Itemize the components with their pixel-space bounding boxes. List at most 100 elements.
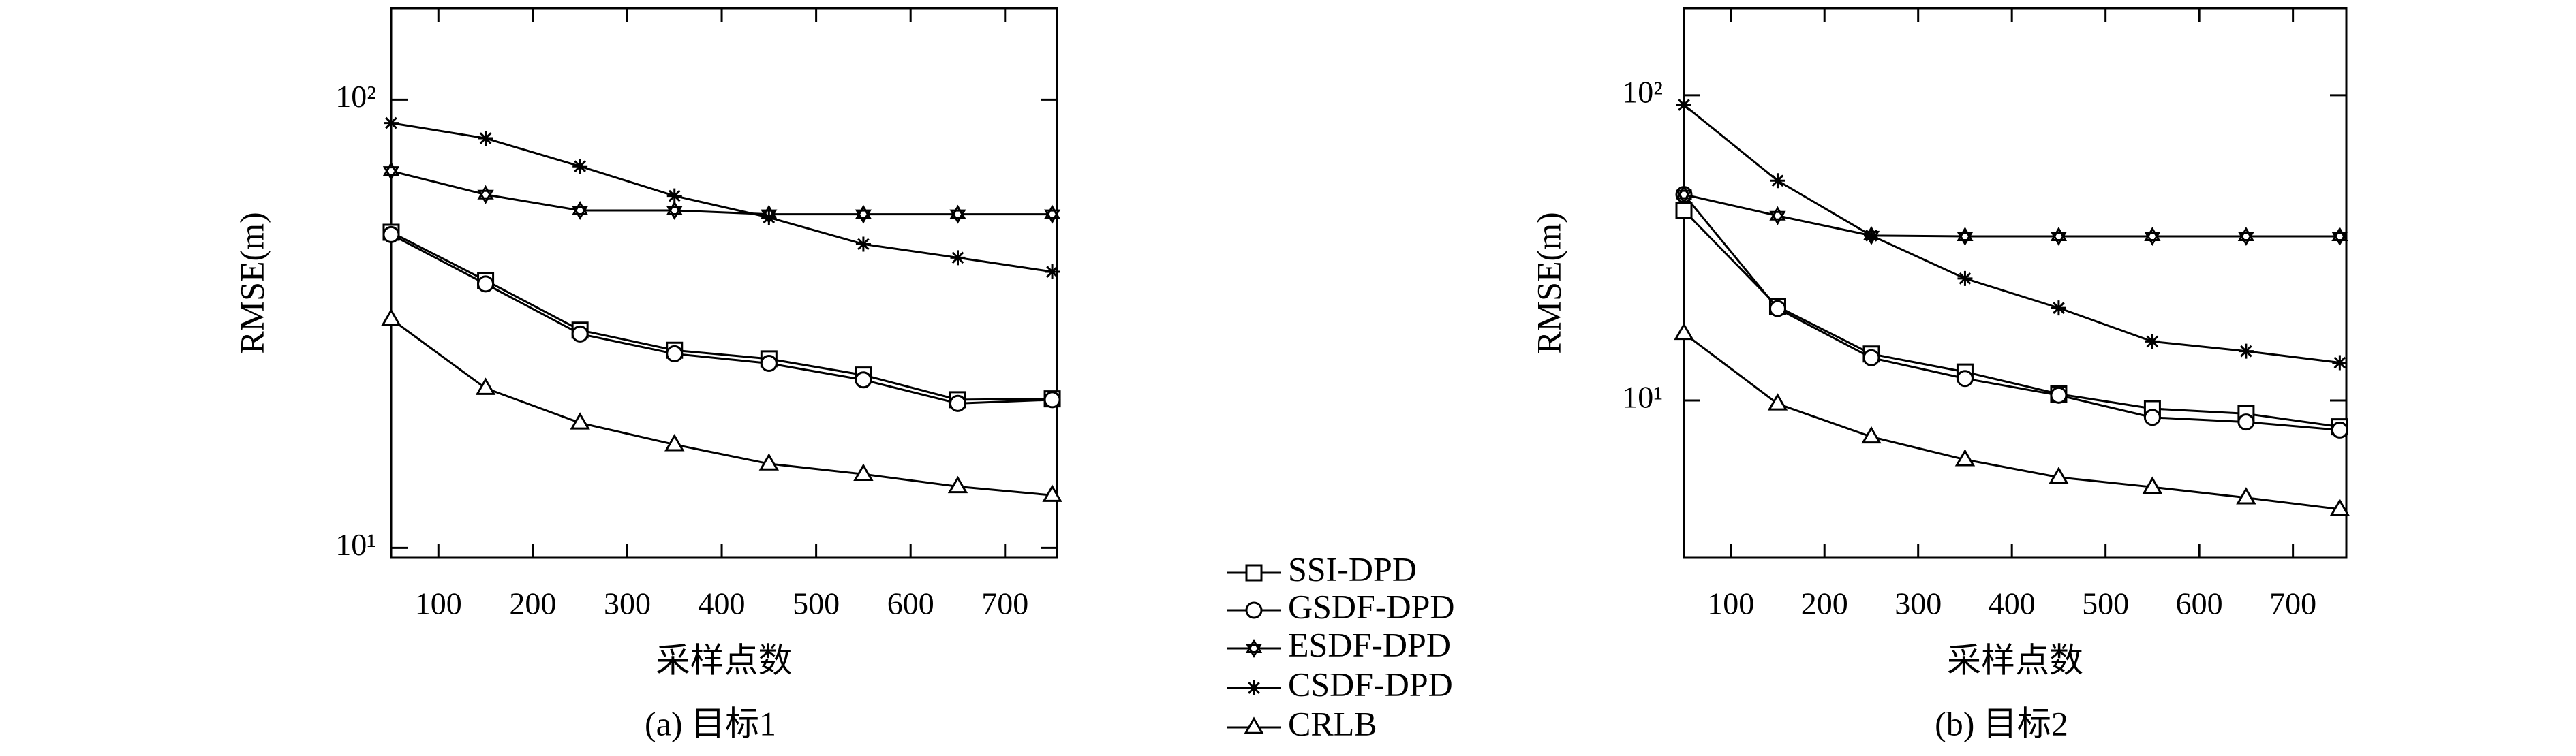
marker (1863, 227, 1879, 243)
marker (2050, 227, 2068, 247)
x-tick-label: 700 (981, 586, 1028, 621)
marker (666, 188, 682, 204)
marker (477, 275, 495, 293)
legend-marker (1245, 564, 1263, 582)
x-tick-label: 600 (887, 586, 934, 621)
marker (2236, 487, 2256, 505)
marker (381, 308, 401, 326)
y-axis-label: RMSE(m) (232, 212, 271, 353)
marker (1769, 206, 1786, 225)
marker (2051, 300, 2066, 316)
marker (2237, 413, 2255, 430)
plot-frame (390, 7, 1058, 559)
marker (1957, 270, 1973, 286)
marker (947, 475, 968, 494)
x-tick-label: 500 (793, 586, 840, 621)
marker (1768, 300, 1786, 317)
series-line (1683, 210, 2340, 428)
marker (949, 204, 966, 224)
y-tick-label: 10² (335, 79, 376, 114)
marker (1861, 426, 1882, 444)
marker (1043, 391, 1061, 409)
marker (384, 115, 399, 131)
marker (855, 236, 871, 252)
marker (382, 225, 400, 243)
marker (477, 185, 494, 204)
marker (1770, 173, 1785, 189)
marker (853, 463, 874, 481)
marker (855, 204, 872, 224)
marker (2331, 227, 2348, 247)
marker (1043, 204, 1061, 224)
marker (572, 159, 588, 174)
x-tick-label: 100 (1707, 586, 1754, 621)
legend-marker (1244, 716, 1264, 734)
x-tick-label: 200 (509, 586, 556, 621)
marker (950, 250, 966, 266)
x-tick-label: 500 (2082, 586, 2129, 621)
marker (571, 325, 589, 343)
marker (2145, 334, 2160, 349)
marker (1956, 370, 1974, 388)
marker (1675, 185, 1693, 204)
series-line (390, 318, 1053, 497)
x-tick-label: 100 (415, 586, 462, 621)
x-axis-label: 采样点数 (1947, 641, 2083, 679)
y-axis-label: RMSE(m) (1529, 212, 1567, 353)
series-line (390, 170, 1053, 216)
caption: (a) 目标1 (645, 704, 776, 742)
marker (949, 394, 966, 412)
marker (2329, 499, 2350, 516)
marker (666, 200, 683, 220)
marker (2142, 476, 2163, 494)
caption: (b) 目标2 (1935, 704, 2068, 742)
marker (2331, 421, 2348, 439)
marker (570, 412, 590, 430)
legend-marker (1245, 601, 1263, 619)
marker (761, 210, 777, 225)
plot-frame (1683, 7, 2348, 559)
marker (2049, 467, 2069, 484)
x-tick-label: 600 (2176, 586, 2223, 621)
series-line (1683, 104, 2340, 364)
series-line (390, 231, 1053, 401)
legend-label: CSDF-DPD (1288, 665, 1453, 703)
marker (2050, 386, 2068, 404)
marker (1045, 264, 1060, 280)
legend-label: ESDF-DPD (1288, 625, 1451, 663)
marker (2237, 227, 2255, 247)
marker (1767, 393, 1788, 411)
series-line (390, 122, 1053, 273)
series-line (1683, 193, 2340, 238)
marker (855, 371, 872, 389)
marker (2238, 343, 2254, 359)
marker (2144, 227, 2161, 247)
marker (1676, 97, 1691, 113)
marker (664, 434, 685, 452)
marker (2332, 355, 2348, 371)
marker (1675, 202, 1693, 219)
marker (572, 200, 589, 220)
marker (1674, 322, 1694, 341)
legend-marker (1246, 680, 1261, 695)
x-tick-label: 700 (2269, 586, 2316, 621)
y-tick-label: 10² (1622, 74, 1663, 109)
legend-label: SSI-DPD (1288, 550, 1417, 588)
y-tick-label: 10¹ (1622, 380, 1663, 415)
marker (475, 377, 496, 395)
marker (758, 453, 780, 471)
legend-marker (1245, 639, 1263, 658)
marker (2143, 409, 2161, 426)
marker (666, 345, 684, 363)
x-tick-label: 400 (1989, 586, 2036, 621)
x-tick-label: 300 (1895, 586, 1942, 621)
series-line (390, 234, 1053, 405)
marker (1862, 349, 1880, 366)
marker (1957, 227, 1974, 247)
legend-label: GSDF-DPD (1288, 587, 1455, 625)
marker (382, 161, 400, 181)
series-line (1683, 193, 2340, 431)
y-tick-label: 10¹ (335, 527, 376, 562)
series-line (1683, 332, 2340, 511)
